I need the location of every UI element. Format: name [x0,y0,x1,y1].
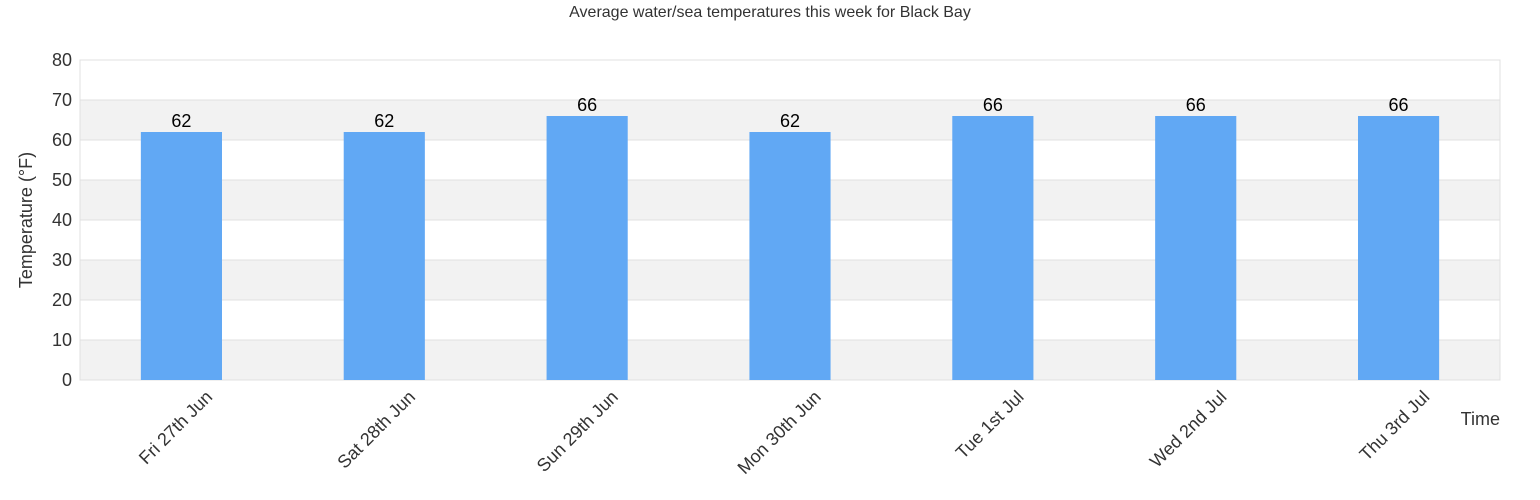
y-tick-label: 70 [52,90,72,110]
bar [952,116,1034,380]
y-tick-label: 30 [52,250,72,270]
y-axis-label: Temperature (°F) [16,152,36,288]
x-axis-ticks: Fri 27th Jun Sat 28th Jun Sun 29th Jun Mon … [135,387,1433,478]
bar-value-label: 66 [983,95,1003,115]
bar [749,132,831,380]
bar-series [140,116,1440,380]
x-tick-label: Mon 30th Jun [734,387,825,478]
y-tick-label: 20 [52,290,72,310]
x-tick-label: Thu 3rd Jul [1356,387,1434,465]
bar [1358,116,1440,380]
data-labels: 62 62 66 62 66 66 66 [171,95,1408,131]
y-tick-label: 10 [52,330,72,350]
bar-value-label: 66 [1186,95,1206,115]
bar-value-label: 66 [1389,95,1409,115]
y-tick-label: 40 [52,210,72,230]
x-tick-label: Tue 1st Jul [952,387,1028,463]
y-tick-label: 0 [62,370,72,390]
x-axis-label: Time [1461,409,1500,429]
x-tick-label: Sat 28th Jun [333,387,419,473]
y-axis-ticks: 0 10 20 30 40 50 60 70 80 [52,50,72,390]
y-tick-label: 80 [52,50,72,70]
bar-value-label: 62 [171,111,191,131]
bar [343,132,425,380]
x-tick-label: Sun 29th Jun [533,387,622,476]
bar-value-label: 62 [374,111,394,131]
bar [546,116,628,380]
y-tick-label: 50 [52,170,72,190]
bar [140,132,222,380]
plot-band [80,60,1500,100]
y-tick-label: 60 [52,130,72,150]
bar-value-label: 66 [577,95,597,115]
bar-value-label: 62 [780,111,800,131]
x-tick-label: Wed 2nd Jul [1146,387,1231,472]
bar [1155,116,1237,380]
x-tick-label: Fri 27th Jun [135,387,216,468]
chart-title: Average water/sea temperatures this week… [569,4,971,21]
